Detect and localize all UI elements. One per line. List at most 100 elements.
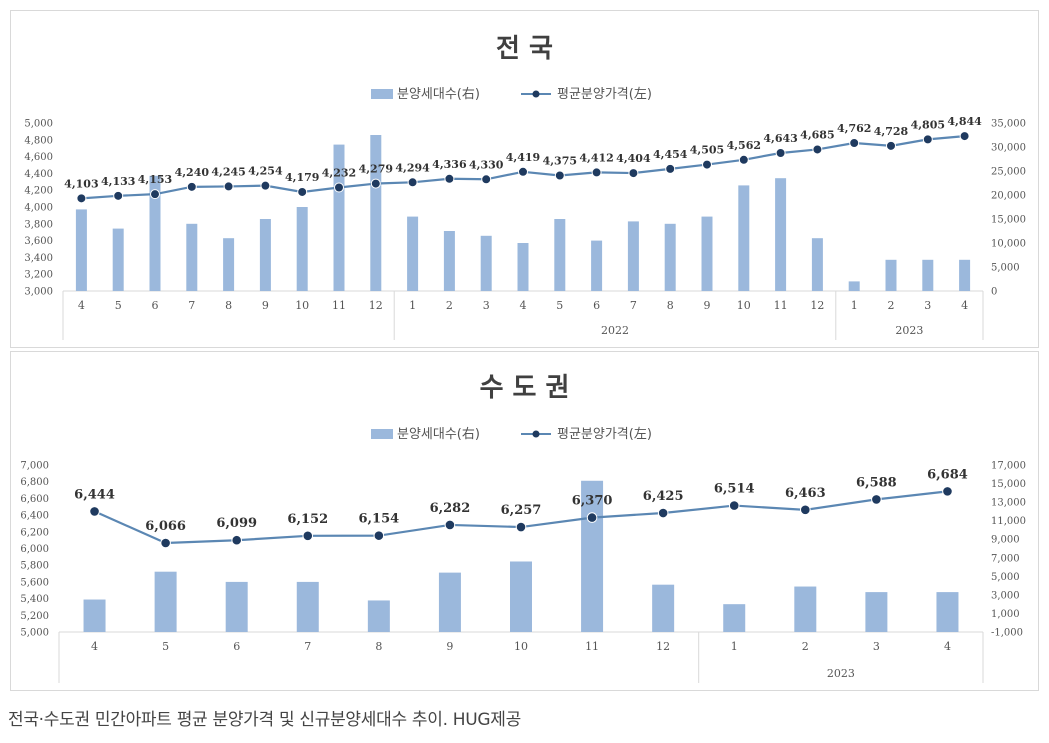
left-axis-tick: 4,400 (24, 169, 53, 180)
bar (333, 144, 345, 291)
left-axis-tick: 5,200 (20, 611, 49, 622)
line-marker (665, 163, 676, 174)
legend-bar-label: 분양세대수(右) (397, 87, 480, 102)
right-axis-tick: -1,000 (991, 628, 1023, 639)
data-label: 6,282 (430, 501, 471, 516)
bar (794, 586, 817, 632)
data-label: 4,844 (947, 115, 982, 128)
left-axis-tick: 6,000 (20, 544, 49, 555)
right-axis-tick: 7,000 (991, 553, 1020, 564)
bar (407, 216, 419, 291)
bar (367, 600, 390, 632)
data-label: 4,805 (911, 118, 945, 131)
bar (186, 223, 198, 291)
data-label: 4,294 (395, 161, 430, 174)
legend: 분양세대수(右) 평균분양가격(左) (371, 87, 652, 102)
x-tick-label: 10 (295, 299, 309, 312)
figure-caption: 전국·수도권 민간아파트 평균 분양가격 및 신규분양세대수 추이. HUG제공 (8, 710, 521, 730)
x-tick-label: 8 (225, 299, 232, 312)
left-axis-tick: 7,000 (20, 461, 49, 472)
x-tick-label: 1 (851, 299, 858, 312)
x-tick-label: 1 (731, 640, 738, 653)
line-marker (370, 178, 381, 189)
x-tick-label: 11 (774, 299, 788, 312)
right-axis-tick: 9,000 (991, 535, 1020, 546)
right-axis-tick: 11,000 (991, 516, 1026, 527)
legend-bar-swatch (371, 89, 393, 99)
data-label: 4,505 (690, 144, 724, 157)
bar (811, 238, 823, 291)
left-axis-tick: 4,200 (24, 186, 53, 197)
left-axis-tick: 6,200 (20, 527, 49, 538)
right-axis-tick: 35,000 (991, 119, 1026, 130)
x-tick-label: 4 (78, 299, 85, 312)
data-label: 6,257 (501, 503, 542, 518)
left-axis-tick: 6,400 (20, 511, 49, 522)
left-axis-tick: 3,000 (24, 287, 53, 298)
line-marker (444, 519, 456, 531)
x-tick-label: 7 (630, 299, 637, 312)
left-axis-tick: 6,600 (20, 494, 49, 505)
x-tick-label: 3 (924, 299, 931, 312)
left-axis-tick: 4,600 (24, 152, 53, 163)
data-label: 6,588 (856, 475, 897, 490)
x-tick-label: 9 (446, 640, 453, 653)
data-label: 4,254 (248, 165, 283, 178)
bar (652, 584, 675, 632)
right-axis-tick: 13,000 (991, 498, 1026, 509)
bar (959, 259, 971, 291)
line-marker (481, 174, 492, 185)
right-axis-tick: 17,000 (991, 461, 1026, 472)
line-marker (886, 140, 896, 151)
line-marker (554, 170, 565, 181)
bar (738, 185, 750, 291)
left-axis-tick: 5,800 (20, 561, 49, 572)
line-marker (515, 521, 527, 533)
x-tick-label: 2 (888, 299, 895, 312)
line-marker (959, 131, 970, 142)
right-axis-tick: 30,000 (991, 143, 1026, 154)
right-axis-tick: 25,000 (991, 167, 1026, 178)
x-tick-label: 5 (556, 299, 563, 312)
data-label: 4,103 (64, 177, 98, 190)
x-tick-label: 4 (961, 299, 968, 312)
right-axis-tick: 1,000 (991, 609, 1020, 620)
line-marker (150, 189, 160, 200)
line-marker (812, 144, 823, 155)
bar (517, 243, 529, 291)
line-marker (113, 190, 124, 201)
bar (865, 592, 888, 632)
data-label: 6,514 (714, 482, 755, 497)
legend-bar-label: 분양세대수(右) (397, 427, 480, 442)
left-axis-tick: 4,800 (24, 135, 53, 146)
right-axis-tick: 15,000 (991, 479, 1026, 490)
x-tick-label: 7 (304, 640, 311, 653)
data-label: 4,153 (138, 173, 172, 186)
line-marker (591, 167, 602, 178)
x-tick-label: 7 (188, 299, 195, 312)
x-tick-label: 10 (737, 299, 751, 312)
data-label: 4,685 (800, 128, 834, 141)
x-tick-label: 9 (262, 299, 269, 312)
data-label: 4,643 (763, 132, 797, 145)
bar (510, 561, 532, 632)
x-tick-label: 9 (704, 299, 711, 312)
bar (370, 135, 382, 291)
left-axis-tick: 3,400 (24, 253, 53, 264)
left-axis-tick: 4,000 (24, 203, 53, 214)
right-axis-tick: 15,000 (991, 215, 1026, 226)
x-tick-label: 12 (369, 299, 383, 312)
bar (259, 219, 271, 291)
right-axis-tick: 3,000 (991, 590, 1020, 601)
bar (443, 231, 455, 291)
right-axis-tick: 10,000 (991, 239, 1026, 250)
data-label: 4,728 (874, 125, 909, 138)
line-marker (628, 168, 639, 179)
year-group-label: 2023 (895, 324, 923, 337)
bar (723, 604, 746, 632)
line-marker (586, 512, 598, 523)
line-marker (518, 166, 528, 177)
data-label: 6,370 (572, 494, 613, 509)
bar (296, 207, 308, 291)
